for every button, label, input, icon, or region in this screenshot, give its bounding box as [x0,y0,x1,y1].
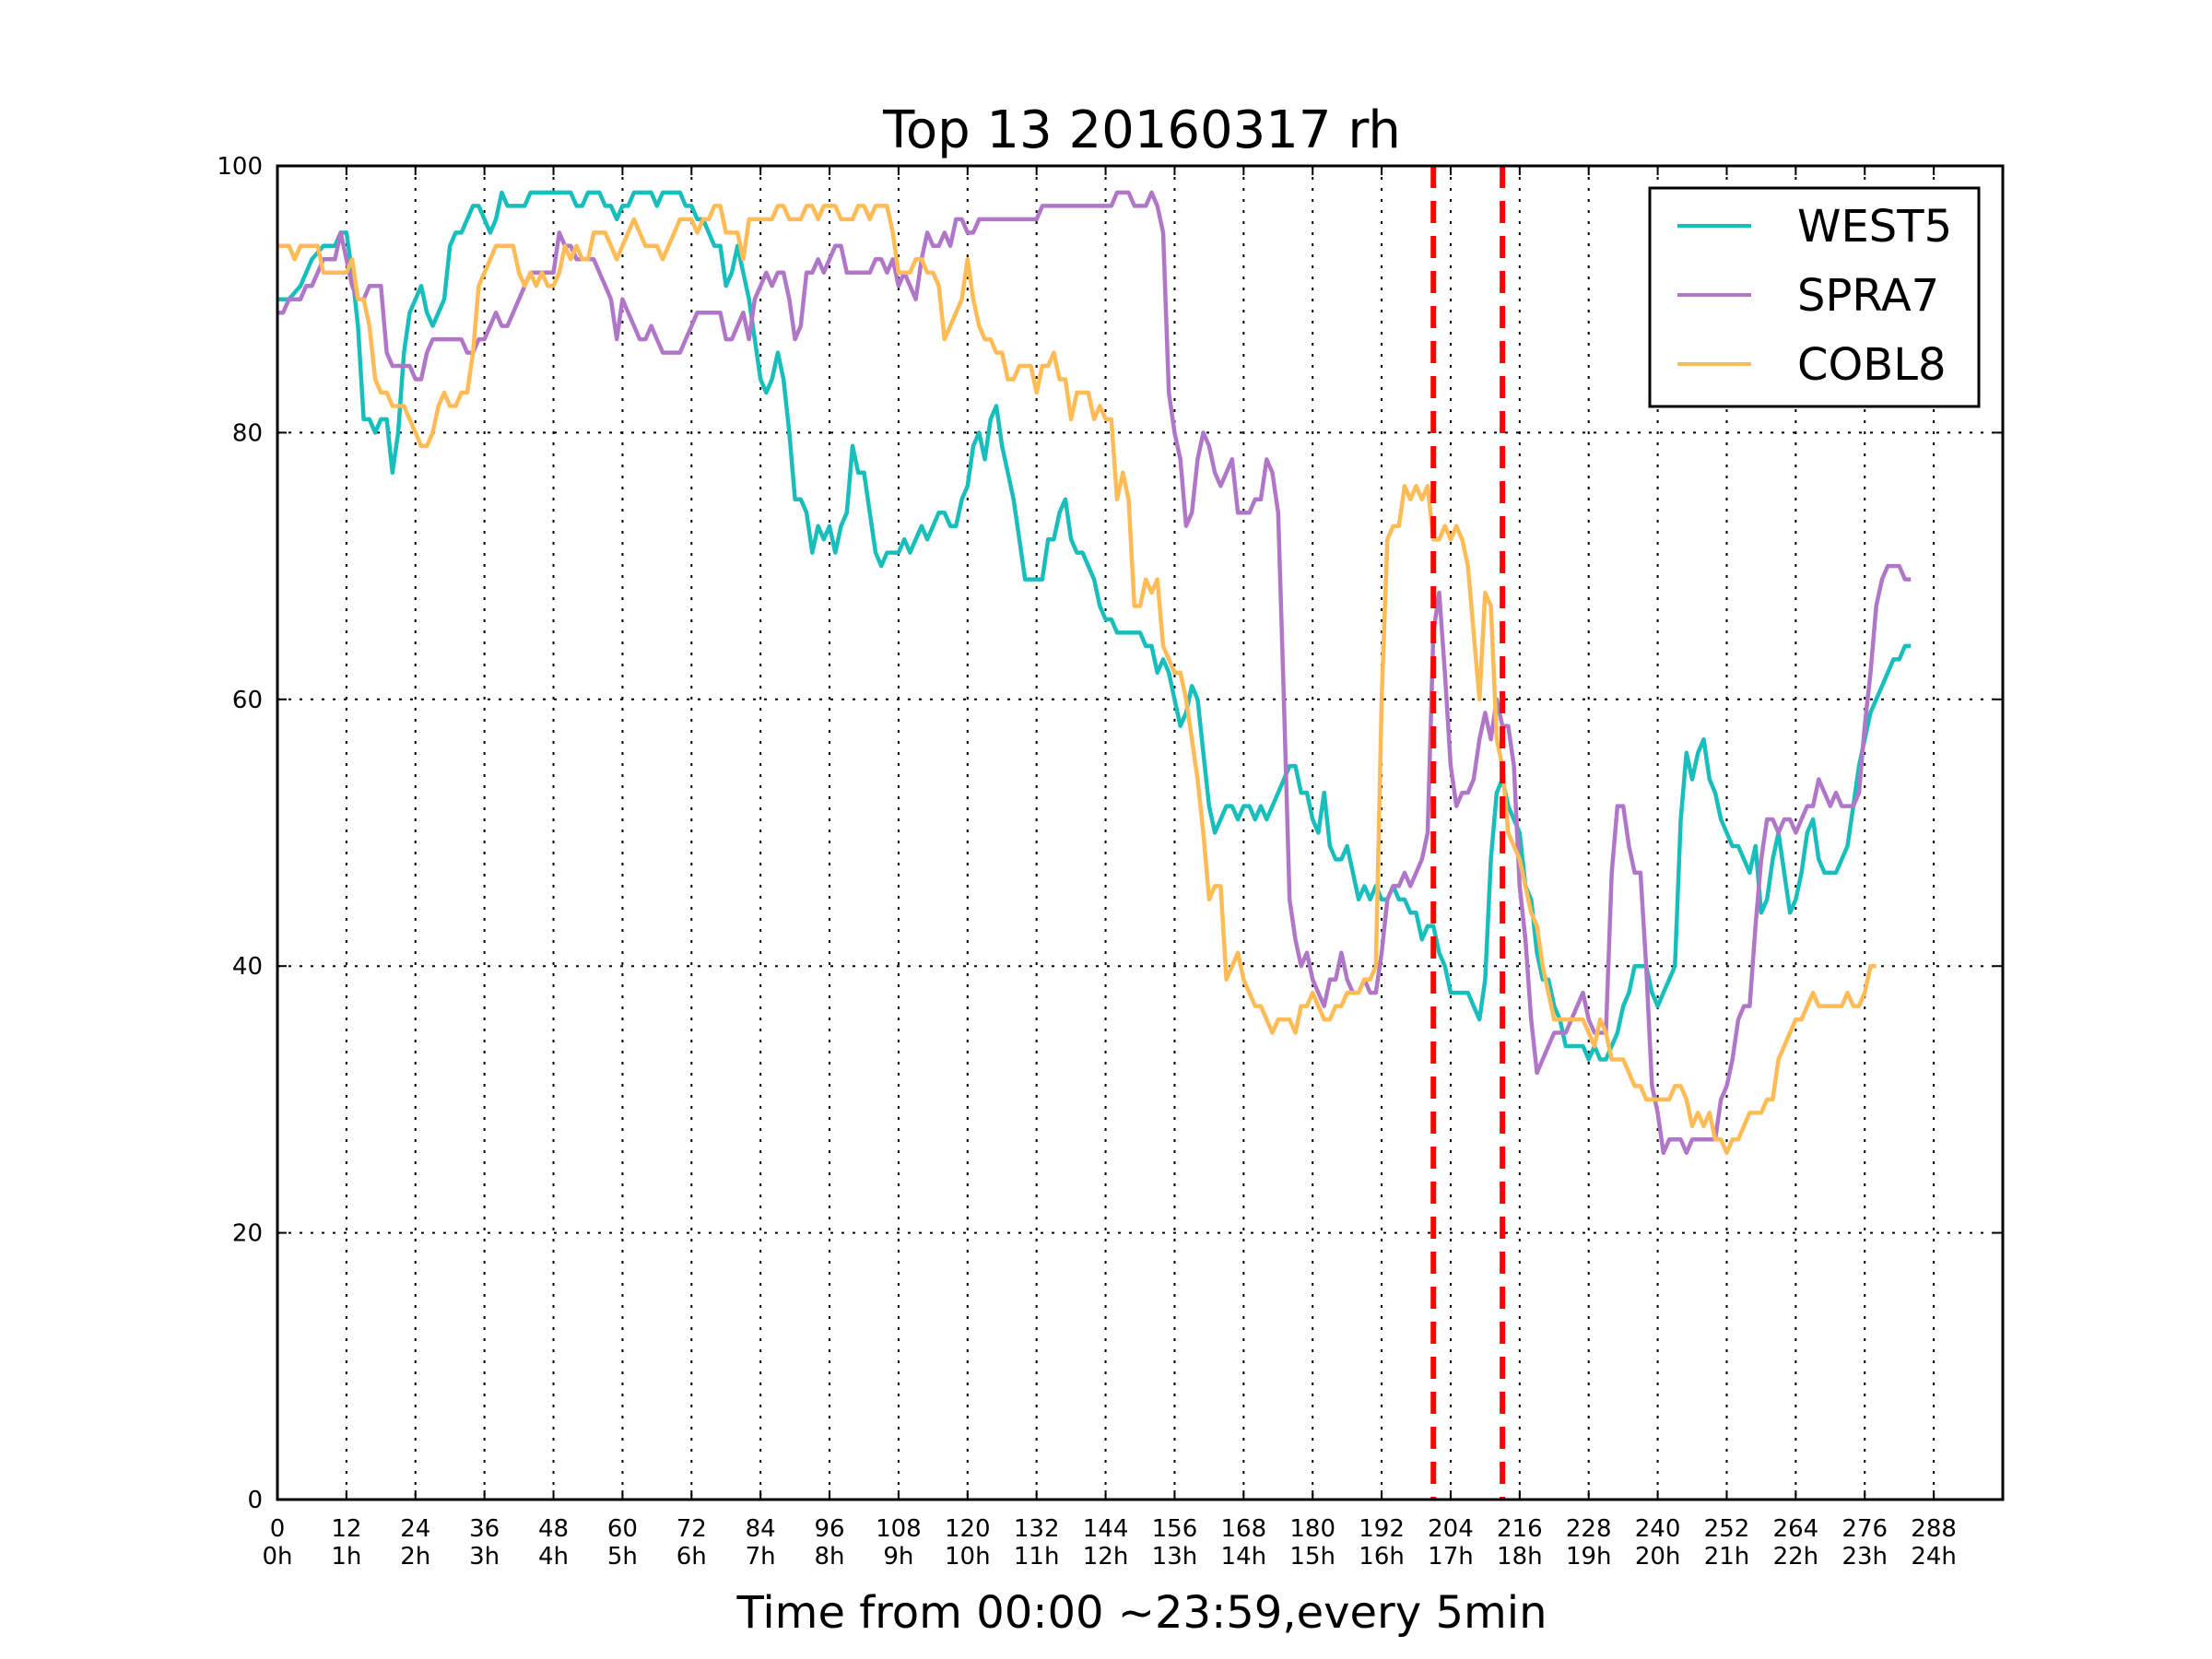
series-lines [277,190,1912,1156]
x-tick-label: 228 [1566,1515,1612,1543]
y-tick-label: 40 [232,953,263,981]
x-tick-label-hour: 2h [400,1543,430,1571]
legend-label-cobl8: COBL8 [1797,339,1947,391]
x-tick-label: 60 [607,1515,638,1543]
x-tick-label-hour: 9h [883,1543,913,1571]
x-tick-label-hour: 4h [538,1543,569,1571]
x-tick-label-hour: 19h [1566,1543,1612,1571]
x-tick-label-hour: 11h [1014,1543,1060,1571]
y-tick-label: 0 [247,1487,263,1514]
x-tick-label: 288 [1911,1515,1957,1543]
y-tick-label: 60 [232,687,263,714]
x-axis-label: Time from 00:00 ~23:59,every 5min [736,1587,1547,1639]
x-tick-label-hour: 8h [815,1543,845,1571]
x-tick-label-hour: 12h [1083,1543,1129,1571]
x-tick-label: 72 [677,1515,707,1543]
legend-label-spra7: SPRA7 [1797,270,1939,322]
x-tick-label: 156 [1152,1515,1198,1543]
x-tick-label: 192 [1359,1515,1405,1543]
x-tick-label: 216 [1497,1515,1543,1543]
x-tick-label-hour: 18h [1497,1543,1543,1571]
y-tick-label: 100 [217,153,263,181]
x-tick-label-hour: 20h [1635,1543,1681,1571]
x-tick-label: 12 [331,1515,361,1543]
x-tick-label-hour: 15h [1289,1543,1335,1571]
x-tick-label: 120 [945,1515,991,1543]
x-tick-label-hour: 1h [331,1543,361,1571]
x-tick-label-hour: 6h [677,1543,707,1571]
x-tick-label: 240 [1635,1515,1681,1543]
x-tick-label-hour: 5h [607,1543,638,1571]
legend-label-west5: WEST5 [1797,201,1952,253]
y-tick-label: 20 [232,1220,263,1248]
x-tick-label: 96 [814,1515,844,1543]
x-tick-label: 108 [876,1515,922,1543]
x-tick-label: 204 [1428,1515,1474,1543]
x-tick-label-hour: 7h [746,1543,776,1571]
x-tick-label: 264 [1773,1515,1819,1543]
x-tick-label: 276 [1841,1515,1888,1543]
x-tick-label-hour: 3h [469,1543,500,1571]
legend-box [1648,186,1981,408]
x-tick-label: 180 [1289,1515,1335,1543]
x-tick-label: 0 [270,1515,286,1543]
x-tick-label-hour: 23h [1841,1543,1888,1571]
x-tick-label: 252 [1704,1515,1750,1543]
x-tick-label-hour: 22h [1773,1543,1819,1571]
x-tick-label-hour: 0h [262,1543,292,1571]
plot-area-frame [276,164,2005,1501]
x-tick-label-hour: 17h [1428,1543,1474,1571]
legend: WEST5 SPRA7 COBL8 [1648,186,1981,408]
series-line-cobl8 [277,204,1877,1156]
y-tick-label: 80 [232,419,263,447]
axis-ticks: 00h121h242h363h484h605h726h847h968h1089h… [217,153,2003,1571]
x-tick-label-hour: 13h [1152,1543,1198,1571]
x-tick-label-hour: 10h [945,1543,991,1571]
x-tick-label-hour: 24h [1911,1543,1957,1571]
x-tick-label: 168 [1220,1515,1266,1543]
x-tick-label: 84 [746,1515,776,1543]
x-tick-label-hour: 16h [1359,1543,1405,1571]
x-tick-label: 24 [400,1515,430,1543]
x-tick-label: 36 [469,1515,500,1543]
x-tick-label: 144 [1083,1515,1129,1543]
chart-title: Top 13 20160317 rh [882,100,1401,160]
vertical-markers [1430,166,1506,1500]
x-tick-label-hour: 14h [1221,1543,1267,1571]
x-tick-label: 48 [538,1515,569,1543]
x-tick-label-hour: 21h [1704,1543,1750,1571]
x-tick-label: 132 [1014,1515,1060,1543]
